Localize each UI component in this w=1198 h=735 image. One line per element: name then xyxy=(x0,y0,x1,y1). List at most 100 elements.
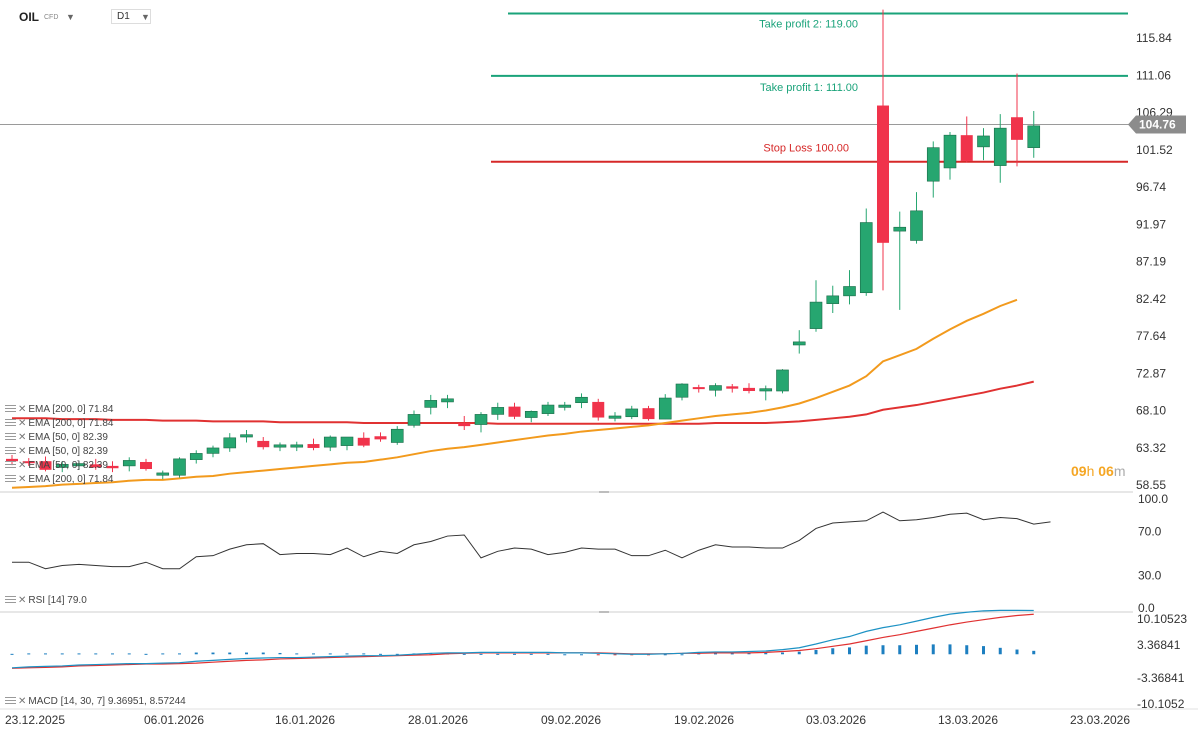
macd-signal-line xyxy=(11,613,1034,669)
drag-handle-icon[interactable] xyxy=(5,475,16,483)
close-icon[interactable]: ✕ xyxy=(18,696,27,707)
candle-body xyxy=(524,410,538,418)
drag-handle-icon[interactable] xyxy=(5,697,16,705)
candle-body xyxy=(692,387,705,390)
drag-handle-icon[interactable] xyxy=(5,447,16,455)
price-tick-label: 72.87 xyxy=(1136,366,1166,380)
macd-histogram-bar xyxy=(312,653,315,655)
candle xyxy=(910,192,923,244)
candle xyxy=(240,430,253,443)
indicator-label[interactable]: ✕ EMA [200, 0] 71.84 xyxy=(5,404,113,415)
candle xyxy=(491,402,505,420)
current-price-label: 104.76 xyxy=(1139,118,1176,132)
indicator-label[interactable]: ✕ EMA [200, 0] 71.84 xyxy=(5,474,113,485)
candle-body xyxy=(357,437,370,446)
macd-histogram-bar xyxy=(931,644,935,655)
macd-histogram-bar xyxy=(362,653,366,655)
candle xyxy=(977,128,990,161)
symbol-caret-down-icon[interactable]: ▼ xyxy=(66,12,75,22)
candle xyxy=(642,405,655,421)
candle-body xyxy=(257,440,270,448)
indicator-label[interactable]: ✕ EMA [50, 0] 82.39 xyxy=(5,460,108,471)
candle-body xyxy=(89,464,102,468)
timer-minutes: 06 xyxy=(1098,463,1114,479)
rsi-label[interactable]: ✕ RSI [14] 79.0 xyxy=(5,595,87,606)
candle-body xyxy=(575,396,588,404)
candle xyxy=(156,470,170,480)
candle xyxy=(206,445,220,458)
candle-body xyxy=(240,434,253,438)
indicator-label-text: RSI [14] 79.0 xyxy=(28,595,87,606)
macd-label[interactable]: ✕ MACD [14, 30, 7] 9.36951, 8.57244 xyxy=(5,696,186,707)
candle-body xyxy=(608,415,622,419)
candle-body xyxy=(390,428,404,443)
close-icon[interactable]: ✕ xyxy=(18,595,27,606)
close-icon[interactable]: ✕ xyxy=(18,474,27,485)
macd-histogram-bar xyxy=(747,652,751,655)
candle xyxy=(575,393,588,409)
candle xyxy=(357,432,370,448)
candle xyxy=(709,383,722,397)
macd-histogram-bar xyxy=(278,652,282,655)
candle xyxy=(458,415,471,431)
symbol-name[interactable]: OIL xyxy=(19,10,39,24)
macd-histogram-bar xyxy=(881,645,885,655)
candle xyxy=(558,401,572,411)
macd-histogram-bar xyxy=(781,652,784,655)
candle xyxy=(424,394,438,415)
candle xyxy=(257,437,270,450)
candle-body xyxy=(474,414,488,425)
macd-histogram-bar xyxy=(848,647,851,655)
macd-histogram-bar xyxy=(1032,650,1036,655)
macd-histogram-bar xyxy=(898,645,902,655)
candle xyxy=(290,441,304,452)
candle xyxy=(524,410,538,423)
candle-body xyxy=(926,147,940,182)
price-tick-label: 77.64 xyxy=(1136,329,1166,343)
candle-body xyxy=(307,444,320,448)
drag-handle-icon[interactable] xyxy=(5,596,16,604)
candle-body xyxy=(55,464,69,468)
chart-toolbar: OIL CFD ▼ D1 ▼ xyxy=(0,0,1198,32)
close-icon[interactable]: ✕ xyxy=(18,460,27,471)
timer-hours-unit: h xyxy=(1086,463,1095,479)
candle-body xyxy=(206,447,220,454)
macd-histogram-bar xyxy=(831,648,835,655)
close-icon[interactable]: ✕ xyxy=(18,404,27,415)
macd-histogram-bar xyxy=(613,654,617,656)
ema-50-line xyxy=(11,298,1018,489)
price-tick-label: 82.42 xyxy=(1136,292,1166,306)
drag-handle-icon[interactable] xyxy=(5,419,16,427)
drag-handle-icon[interactable] xyxy=(5,405,16,413)
close-icon[interactable]: ✕ xyxy=(18,446,27,457)
candle-body xyxy=(72,463,86,467)
candle xyxy=(826,285,840,314)
indicator-label[interactable]: ✕ EMA [200, 0] 71.84 xyxy=(5,418,113,429)
candle-body xyxy=(625,408,639,418)
close-icon[interactable]: ✕ xyxy=(18,418,27,429)
macd-histogram-bar xyxy=(194,652,198,655)
drag-handle-icon[interactable] xyxy=(5,433,16,441)
indicator-label[interactable]: ✕ EMA [50, 0] 82.39 xyxy=(5,432,108,443)
candle xyxy=(608,412,622,422)
macd-histogram-bar xyxy=(797,651,801,655)
rsi-tick-label: 100.0 xyxy=(1138,492,1168,506)
candle-body xyxy=(675,383,689,398)
indicator-label[interactable]: ✕ EMA [50, 0] 82.39 xyxy=(5,446,108,457)
candle-body xyxy=(340,436,354,446)
macd-histogram-bar xyxy=(345,653,349,655)
timeframe-select[interactable]: D1 ▼ xyxy=(111,9,151,24)
candle-body xyxy=(441,398,454,403)
candle xyxy=(960,116,973,163)
candle-body xyxy=(223,437,237,449)
candle-body xyxy=(189,453,203,460)
macd-histogram-bar xyxy=(965,645,969,655)
close-icon[interactable]: ✕ xyxy=(18,432,27,443)
take-profit-1-label: Take profit 1: 111.00 xyxy=(760,82,858,94)
candle-body xyxy=(173,458,186,476)
time-tick-label: 23.03.2026 xyxy=(1070,713,1130,727)
drag-handle-icon[interactable] xyxy=(5,461,16,469)
candle-body xyxy=(642,408,655,420)
candle-body xyxy=(374,436,387,440)
